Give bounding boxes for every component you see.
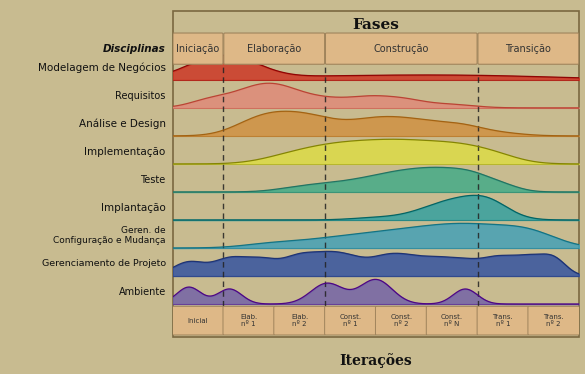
Text: Gerenciamento de Projeto: Gerenciamento de Projeto xyxy=(42,259,166,268)
Text: Iterações: Iterações xyxy=(339,353,412,368)
FancyBboxPatch shape xyxy=(325,306,376,335)
Text: Disciplinas: Disciplinas xyxy=(103,44,166,53)
Text: Elaboração: Elaboração xyxy=(247,44,301,53)
Text: Construção: Construção xyxy=(374,44,429,53)
FancyBboxPatch shape xyxy=(477,306,529,335)
FancyBboxPatch shape xyxy=(172,306,224,335)
FancyBboxPatch shape xyxy=(224,33,325,64)
Text: Transição: Transição xyxy=(505,44,551,53)
FancyBboxPatch shape xyxy=(173,33,223,64)
Text: Requisitos: Requisitos xyxy=(115,91,166,101)
Text: Elab.
nº 2: Elab. nº 2 xyxy=(291,315,308,327)
Text: Trans.
nº 1: Trans. nº 1 xyxy=(493,315,513,327)
Text: Modelagem de Negócios: Modelagem de Negócios xyxy=(37,62,166,73)
FancyBboxPatch shape xyxy=(223,306,274,335)
Text: Inicial: Inicial xyxy=(188,318,208,324)
Text: Trans.
nº 2: Trans. nº 2 xyxy=(543,315,564,327)
Text: Elab.
nº 1: Elab. nº 1 xyxy=(240,315,257,327)
Text: Teste: Teste xyxy=(140,175,166,185)
FancyBboxPatch shape xyxy=(426,306,478,335)
Text: Implantação: Implantação xyxy=(101,203,166,213)
Text: Ambiente: Ambiente xyxy=(118,287,166,297)
FancyBboxPatch shape xyxy=(274,306,325,335)
Text: Implementação: Implementação xyxy=(84,147,166,157)
Text: Const.
nº N: Const. nº N xyxy=(441,315,463,327)
FancyBboxPatch shape xyxy=(528,306,580,335)
Text: Iniciação: Iniciação xyxy=(176,44,219,53)
Text: Geren. de
Configuração e Mudança: Geren. de Configuração e Mudança xyxy=(53,226,166,245)
FancyBboxPatch shape xyxy=(325,33,477,64)
FancyBboxPatch shape xyxy=(478,33,579,64)
Text: Const.
nº 2: Const. nº 2 xyxy=(390,315,412,327)
Text: Const.
nº 1: Const. nº 1 xyxy=(339,315,362,327)
Text: Análise e Design: Análise e Design xyxy=(78,118,166,129)
FancyBboxPatch shape xyxy=(376,306,427,335)
Text: Fases: Fases xyxy=(352,18,400,32)
